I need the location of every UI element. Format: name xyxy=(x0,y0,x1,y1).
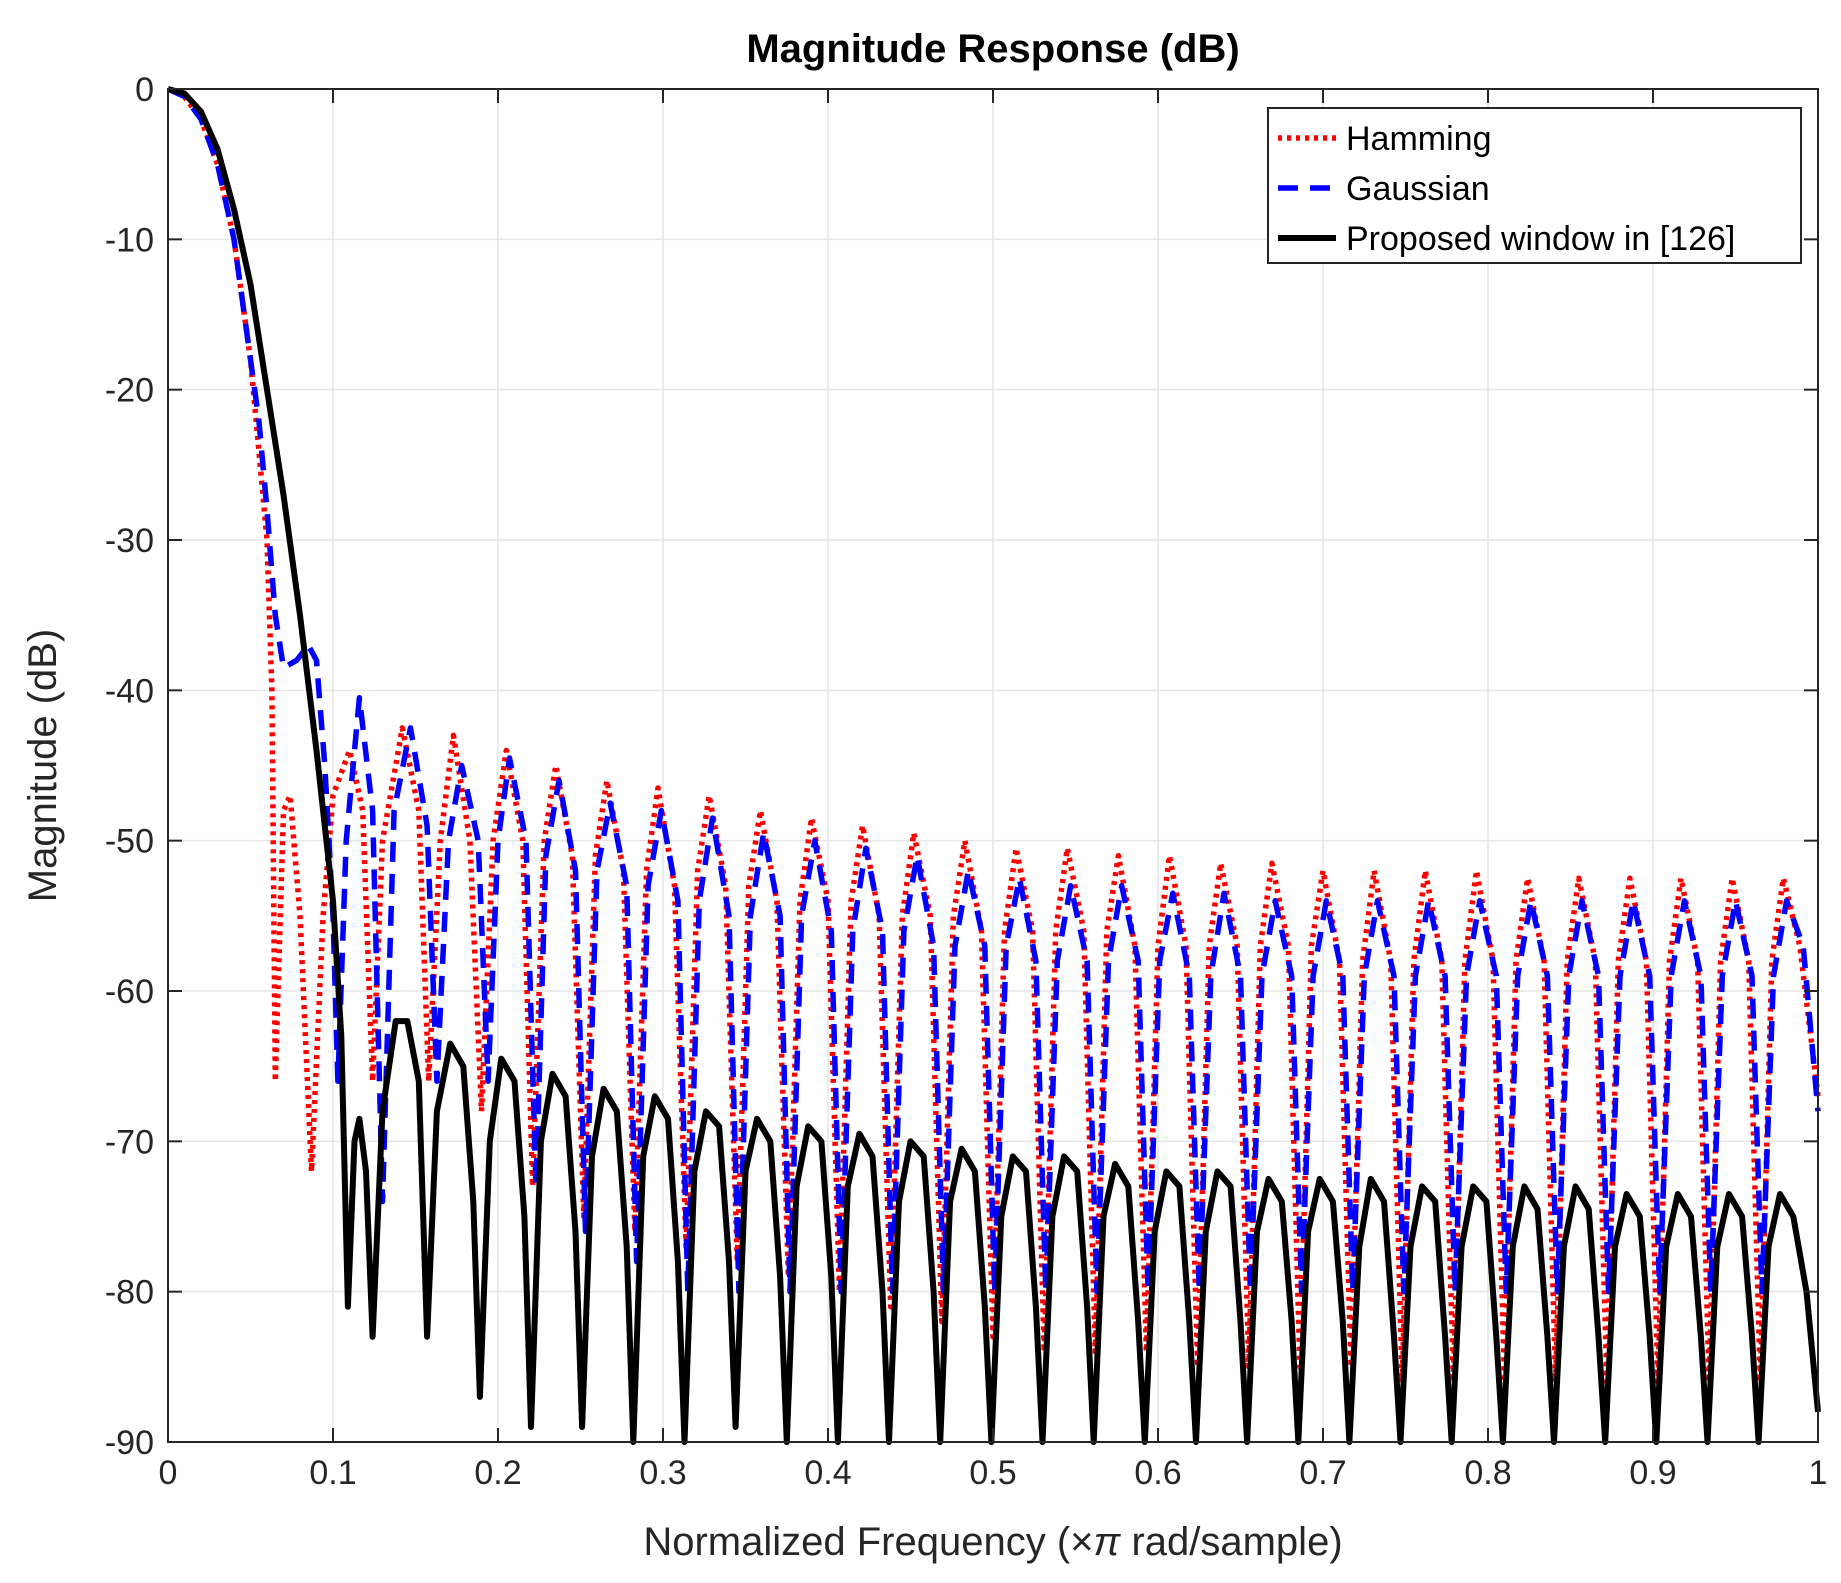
x-axis-label: Normalized Frequency (×π rad/sample) xyxy=(643,1520,1342,1564)
y-tick-label: -60 xyxy=(105,973,154,1011)
series-layer xyxy=(166,86,1821,1445)
y-tick-label: 0 xyxy=(135,71,154,109)
x-axis-label-pi: π xyxy=(1094,1520,1122,1564)
x-tick-label: 0 xyxy=(159,1454,178,1492)
y-tick-label: -10 xyxy=(105,221,154,259)
legend: Hamming Gaussian Proposed window in [126] xyxy=(1267,107,1802,264)
y-tick-label: -80 xyxy=(105,1274,154,1312)
x-axis-label-suffix: rad/sample) xyxy=(1120,1520,1342,1564)
legend-box xyxy=(1267,107,1802,264)
legend-label-1: Gaussian xyxy=(1346,170,1490,208)
y-tick-label: -90 xyxy=(105,1424,154,1462)
x-tick-label: 0.9 xyxy=(1629,1454,1676,1492)
series-line-2 xyxy=(167,86,1821,1445)
y-axis-label: Magnitude (dB) xyxy=(21,629,65,902)
y-tick-label: -50 xyxy=(105,823,154,861)
series-line-0 xyxy=(166,86,1821,1385)
x-axis-label-prefix: Normalized Frequency ( xyxy=(643,1520,1070,1564)
x-tick-label: 0.7 xyxy=(1299,1454,1346,1492)
x-axis-label-times: × xyxy=(1070,1520,1093,1564)
x-tick-label: 0.3 xyxy=(639,1454,686,1492)
x-tick-label: 0.1 xyxy=(309,1454,356,1492)
x-tick-label: 0.6 xyxy=(1134,1454,1181,1492)
x-tick-label: 0.5 xyxy=(969,1454,1016,1492)
series-line-1 xyxy=(166,86,1821,1295)
axis-ticks: 0 0.1 0.2 0.3 0.4 0.5 0.6 0.7 0.8 0.9 1 0 -10 -20 -30 -… xyxy=(105,71,1828,1492)
x-tick-label: 0.2 xyxy=(474,1454,521,1492)
legend-label-2: Proposed window in [126] xyxy=(1346,220,1735,258)
y-tick-label: -70 xyxy=(105,1123,154,1161)
x-tick-label: 0.4 xyxy=(804,1454,851,1492)
x-tick-label: 1 xyxy=(1809,1454,1828,1492)
y-tick-label: -20 xyxy=(105,372,154,410)
y-tick-label: -30 xyxy=(105,522,154,560)
legend-label-0: Hamming xyxy=(1346,120,1491,158)
chart-title: Magnitude Response (dB) xyxy=(746,27,1239,71)
x-tick-label: 0.8 xyxy=(1464,1454,1511,1492)
y-tick-label: -40 xyxy=(105,672,154,710)
